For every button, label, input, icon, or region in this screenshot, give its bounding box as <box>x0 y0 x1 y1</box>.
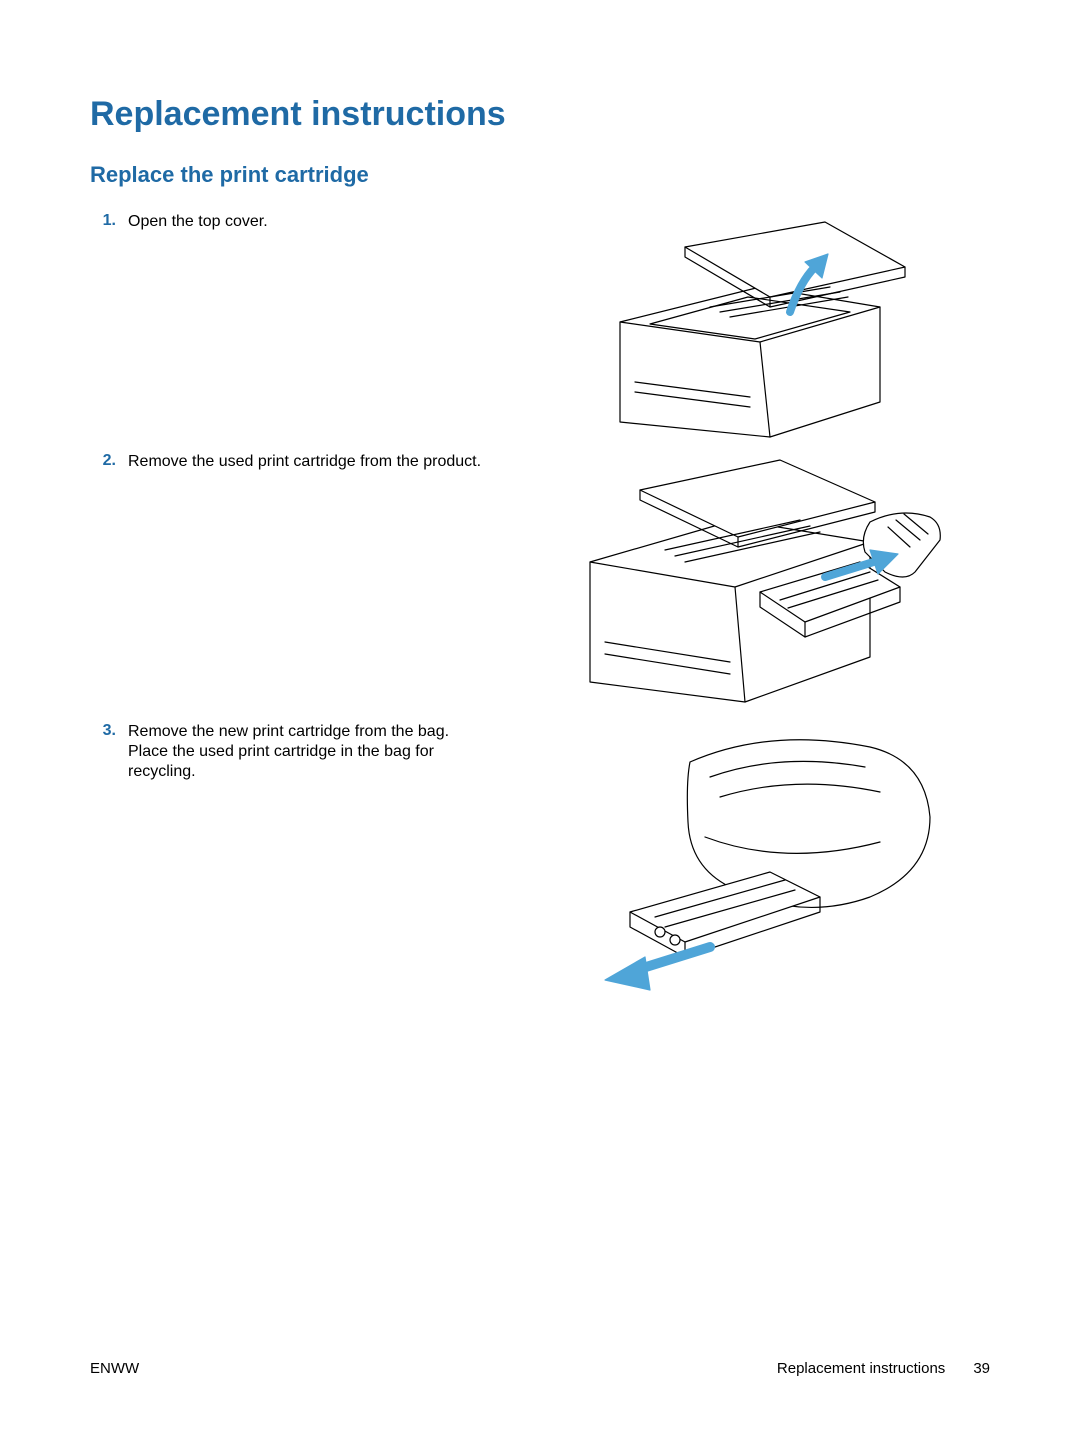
step-number: 2. <box>90 452 128 470</box>
step-number: 3. <box>90 722 128 740</box>
remove-cartridge-diagram <box>570 452 950 712</box>
step-text: Open the top cover. <box>128 212 268 232</box>
section-heading: Replace the print cartridge <box>90 162 990 188</box>
open-cover-diagram <box>590 212 930 442</box>
step-row: 2. Remove the used print cartridge from … <box>90 452 990 712</box>
step-row: 1. Open the top cover. <box>90 212 990 442</box>
step-text: Remove the new print cartridge from the … <box>128 722 490 782</box>
footer-left: ENWW <box>90 1360 139 1377</box>
step-row: 3. Remove the new print cartridge from t… <box>90 722 990 1002</box>
page-heading: Replacement instructions <box>90 95 990 134</box>
footer-page-number: 39 <box>973 1360 990 1377</box>
unbag-cartridge-diagram <box>570 722 950 1002</box>
footer-section-label: Replacement instructions <box>777 1360 945 1377</box>
step-text: Remove the used print cartridge from the… <box>128 452 481 472</box>
step-number: 1. <box>90 212 128 230</box>
page-footer: ENWW Replacement instructions 39 <box>90 1360 990 1377</box>
